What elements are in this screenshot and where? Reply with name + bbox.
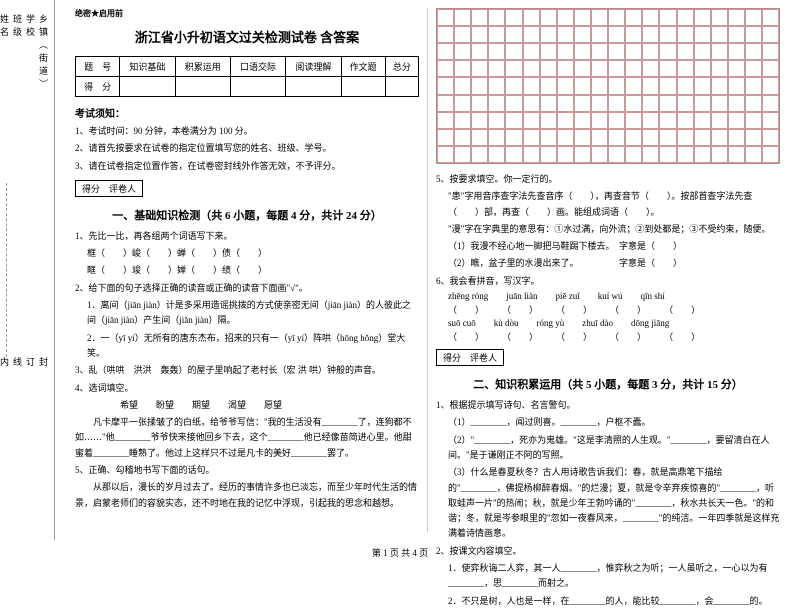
field-class: 班级 (11, 14, 24, 177)
q3: 3、乱（哄哄 洪洪 轰轰）的屋子里响起了老村长（宏 洪 哄）钟般的声音。 (75, 363, 419, 378)
writing-grid[interactable] (436, 8, 780, 164)
paren[interactable]: （ ） (556, 330, 592, 343)
section2-title: 二、知识积累运用（共 5 小题，每题 3 分，共计 15 分） (436, 376, 780, 392)
score-entry2[interactable]: 得分 评卷人 (436, 349, 504, 366)
td[interactable] (385, 77, 418, 97)
q4b: 凡卡摩平一张揉皱了的白纸，给爷爷写信："我的生活没有________了，连狗都不… (75, 415, 419, 461)
binding-dashline (6, 183, 48, 358)
table-row: 得 分 (76, 77, 419, 97)
pinyin: piē zuǐ (556, 291, 580, 301)
r-q5b: "漫"字在字典里的意思有：①水过满，向外流；②到处都是；③不受约束，随便。 (436, 222, 780, 237)
pinyin: juān liàn (506, 291, 537, 301)
q5a: 从那以后，漫长的岁月过去了。经历的事情许多也已淡忘，而至少年时代生活的情景，启蒙… (75, 480, 419, 511)
th: 知识基础 (120, 57, 175, 77)
exam-title: 浙江省小升初语文过关检测试卷 含答案 (75, 27, 419, 46)
th: 口语交际 (230, 57, 285, 77)
th: 作文题 (341, 57, 385, 77)
q4: 4、选词填空。 (75, 381, 419, 396)
mark: 线 (11, 357, 24, 532)
field-name: 姓名 (0, 14, 11, 177)
pinyin-row: suō cuō kù dòu róng yù zhuī dào dōng jiā… (436, 318, 780, 328)
s2-q2b: 2．不只是树，人也是一样，在________的人，能比较________，会__… (436, 594, 780, 609)
q4a: 希望 盼望 期望 渴望 愿望 (75, 398, 419, 413)
td: 得 分 (76, 77, 120, 97)
th: 题 号 (76, 57, 120, 77)
td[interactable] (286, 77, 341, 97)
r-q6: 6、我会看拼音，写汉字。 (436, 274, 780, 289)
right-column: 5、按要求填空。你一定行的。 "患"字用音序查字法先查音序（ ），再查音节（ ）… (428, 8, 788, 532)
pinyin: róng yù (537, 318, 565, 328)
pinyin: qīn shí (641, 291, 665, 301)
pinyin: suō cuō (448, 318, 476, 328)
th: 积累运用 (175, 57, 230, 77)
secret-label: 绝密★启用前 (75, 8, 419, 19)
paren[interactable]: （ ） (664, 330, 700, 343)
content-area: 绝密★启用前 浙江省小升初语文过关检测试卷 含答案 题 号 知识基础 积累运用 … (55, 0, 800, 540)
td[interactable] (120, 77, 175, 97)
q2b: 2．一（yī yí）无所有的唐东杰布，招来的只有一（yī yí）阵哄（hōng … (75, 331, 419, 362)
q5: 5、正确、勾稽地书写下面的话句。 (75, 463, 419, 478)
s2-q2a: 1．使弈秋诲二人弈，其一人________，惟弈秋之为听；一人虽听之，一心以为有… (436, 561, 780, 592)
q1a: 框（ ）峻（ ）蝉（ ）债（ ） (75, 246, 419, 261)
s2-q1b: （2）"________，死亦为鬼雄。"这是李清照的人生观。"________，… (436, 433, 780, 464)
section1-title: 一、基础知识检测（共 6 小题，每题 4 分，共计 24 分） (75, 207, 419, 223)
paren[interactable]: （ ） (502, 303, 538, 316)
notice-item: 3、请在试卷指定位置作答，在试卷密封线外作答无效，不予评分。 (75, 159, 419, 174)
paren-row: （ ） （ ） （ ） （ ） （ ） (436, 330, 780, 343)
notice-item: 1、考试时间：90 分钟，本卷满分为 100 分。 (75, 124, 419, 139)
td[interactable] (175, 77, 230, 97)
score-table: 题 号 知识基础 积累运用 口语交际 阅读理解 作文题 总分 得 分 (75, 56, 419, 97)
page-footer: 第 1 页 共 4 页 (0, 546, 800, 559)
th: 阅读理解 (286, 57, 341, 77)
th: 总分 (385, 57, 418, 77)
pinyin: kuí wú (598, 291, 623, 301)
notice-item: 2、请首先按要求在试卷的指定位置填写您的姓名、班级、学号。 (75, 141, 419, 156)
score-entry[interactable]: 得分 评卷人 (75, 180, 143, 197)
paren[interactable]: （ ） (664, 303, 700, 316)
r-q5c: （1）我漫不经心地一脚把马鞋踢下楼去。 字意是（ ） (436, 239, 780, 254)
paren[interactable]: （ ） (610, 330, 646, 343)
r-q5: 5、按要求填空。你一定行的。 (436, 172, 780, 187)
r-q5d: （2）瞧，盆子里的水漫出来了。 字意是（ ） (436, 256, 780, 271)
pinyin: zhuī dào (582, 318, 613, 328)
s2-q1c: （3）什么是春夏秋冬？古人用诗歌告诉我们：春，就是高鼎笔下描绘的"_______… (436, 465, 780, 541)
s2-q1a: （1）________，闻过则喜。________，户枢不蠹。 (436, 415, 780, 430)
field-township: 乡镇（街道） (37, 14, 50, 177)
paren[interactable]: （ ） (448, 303, 484, 316)
table-row: 题 号 知识基础 积累运用 口语交际 阅读理解 作文题 总分 (76, 57, 419, 77)
binding-margin: 乡镇（街道） 学校 班级 姓名 学号 封 订 线 内 不 准 答 题 (0, 0, 55, 540)
notice-heading: 考试须知： (75, 105, 419, 120)
pinyin: kù dòu (494, 318, 519, 328)
q2: 2、给下面的句子选择正确的读音或正确的读音下面画"√"。 (75, 281, 419, 296)
binding-fields: 乡镇（街道） 学校 班级 姓名 学号 (4, 8, 50, 183)
paren[interactable]: （ ） (502, 330, 538, 343)
pinyin: zhēng róng (448, 291, 488, 301)
paren[interactable]: （ ） (448, 330, 484, 343)
mark: 封 (37, 357, 50, 532)
s2-q1: 1、根据提示填写诗句、名言警句。 (436, 398, 780, 413)
field-school: 学校 (24, 14, 37, 177)
td[interactable] (230, 77, 285, 97)
q1b: 眶（ ）竣（ ）婵（ ）绩（ ） (75, 263, 419, 278)
paren[interactable]: （ ） (556, 303, 592, 316)
td[interactable] (341, 77, 385, 97)
mark: 内 (0, 357, 11, 532)
binding-marks: 封 订 线 内 不 准 答 题 (4, 357, 50, 532)
pinyin: dōng jiāng (631, 318, 669, 328)
q1: 1、先比一比，再各组两个词语写下来。 (75, 229, 419, 244)
q2a: 1．离间（jiān jiàn）计是多采用造谣挑拨的方式使亲密无间（jiān ji… (75, 298, 419, 329)
paren[interactable]: （ ） (610, 303, 646, 316)
r-q5a: "患"字用音序查字法先查音序（ ），再查音节（ ）。按部首查字法先查（ ）部，再… (436, 189, 780, 220)
left-column: 绝密★启用前 浙江省小升初语文过关检测试卷 含答案 题 号 知识基础 积累运用 … (67, 8, 428, 532)
mark: 订 (24, 357, 37, 532)
pinyin-row: zhēng róng juān liàn piē zuǐ kuí wú qīn … (436, 291, 780, 301)
paren-row: （ ） （ ） （ ） （ ） （ ） (436, 303, 780, 316)
